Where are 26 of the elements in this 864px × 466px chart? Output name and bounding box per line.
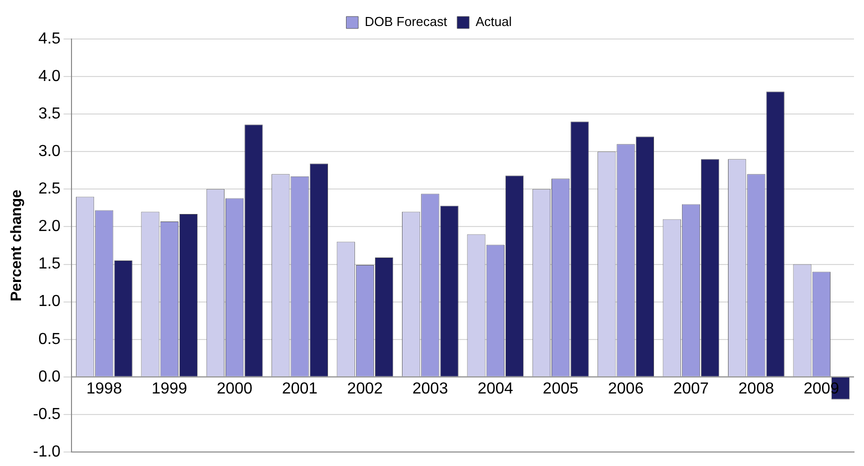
x-tick-label: 1998 — [86, 380, 122, 398]
y-tick-label: 2.0 — [38, 218, 61, 236]
y-tick-label: 4.0 — [38, 68, 61, 85]
x-tick-label: 2008 — [738, 380, 774, 398]
x-tick-label: 1999 — [152, 380, 188, 398]
y-tick-label: 0.0 — [38, 368, 61, 386]
legend-label: DOB Forecast — [364, 14, 448, 30]
y-tick-label: 3.0 — [38, 143, 61, 160]
y-tick-label: 4.5 — [38, 30, 61, 48]
x-tick-label: 2007 — [673, 380, 709, 398]
x-tick-label: 2005 — [542, 380, 578, 398]
y-tick-label: -0.5 — [32, 406, 61, 423]
y-tick-label: 2.5 — [38, 180, 61, 198]
x-tick-label: 2002 — [347, 380, 383, 398]
x-tick-label: 2000 — [216, 380, 252, 398]
y-tick-label: 3.5 — [38, 105, 61, 122]
y-tick-label: 0.5 — [38, 330, 61, 348]
y-tick-label: 1.5 — [38, 256, 61, 273]
legend-label: Actual — [476, 14, 512, 30]
x-tick-label: 2006 — [608, 380, 644, 398]
y-axis-title: Percent change — [8, 190, 26, 302]
x-tick-label: 2001 — [282, 380, 318, 398]
y-tick-label: 1.0 — [38, 293, 61, 310]
x-tick-label: 2003 — [412, 380, 448, 398]
x-tick-label: 2004 — [478, 380, 514, 398]
y-tick-label: -1.0 — [32, 443, 61, 460]
